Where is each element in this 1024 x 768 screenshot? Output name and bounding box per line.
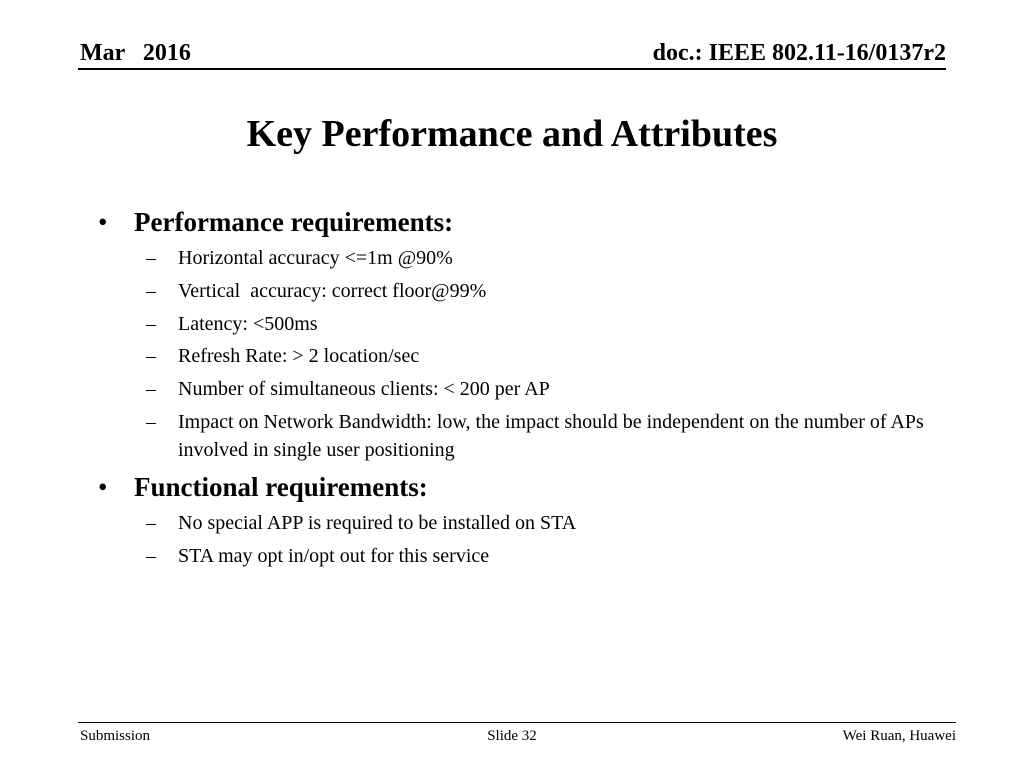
list-item: – STA may opt in/opt out for this servic… [146, 542, 996, 570]
list-item-text: Latency: <500ms [178, 313, 318, 335]
dash-marker: – [146, 280, 156, 302]
dash-marker: – [146, 247, 156, 269]
dash-marker: – [146, 378, 156, 400]
section-heading: Performance requirements: [134, 207, 454, 237]
dash-marker: – [146, 313, 156, 335]
section-heading: Functional requirements: [134, 472, 428, 502]
header-divider [78, 68, 946, 70]
list-item-text: Vertical accuracy: correct floor@99% [178, 280, 487, 302]
footer-author: Wei Ruan, Huawei [842, 728, 956, 744]
footer-submission: Submission [80, 728, 151, 744]
list-item: – Impact on Network Bandwidth: low, the … [146, 408, 996, 464]
footer-divider [78, 722, 956, 723]
footer-slide-number: Slide 32 [487, 728, 537, 744]
header-date: Mar 2016 [80, 40, 191, 66]
header-doc-id: doc.: IEEE 802.11-16/0137r2 [652, 40, 946, 66]
list-item: – Refresh Rate: > 2 location/sec [146, 342, 996, 370]
list-item: – Latency: <500ms [146, 310, 996, 338]
bullet-marker: • [98, 472, 108, 502]
dash-marker: – [146, 545, 156, 567]
list-item-text: Impact on Network Bandwidth: low, the im… [178, 411, 929, 461]
list-item-text: STA may opt in/opt out for this service [178, 545, 490, 567]
dash-marker: – [146, 411, 156, 433]
list-item-text: Number of simultaneous clients: < 200 pe… [178, 378, 550, 400]
list-item: – No special APP is required to be insta… [146, 509, 996, 537]
dash-marker: – [146, 345, 156, 367]
bullet-marker: • [98, 207, 108, 237]
list-item: – Horizontal accuracy <=1m @90% [146, 244, 996, 272]
list-item-text: No special APP is required to be install… [178, 512, 577, 534]
list-item: – Vertical accuracy: correct floor@99% [146, 277, 996, 305]
slide-title: Key Performance and Attributes [246, 113, 778, 155]
list-item: – Number of simultaneous clients: < 200 … [146, 375, 996, 403]
list-item-text: Horizontal accuracy <=1m @90% [178, 247, 453, 269]
dash-marker: – [146, 512, 156, 534]
list-item-text: Refresh Rate: > 2 location/sec [178, 345, 420, 367]
